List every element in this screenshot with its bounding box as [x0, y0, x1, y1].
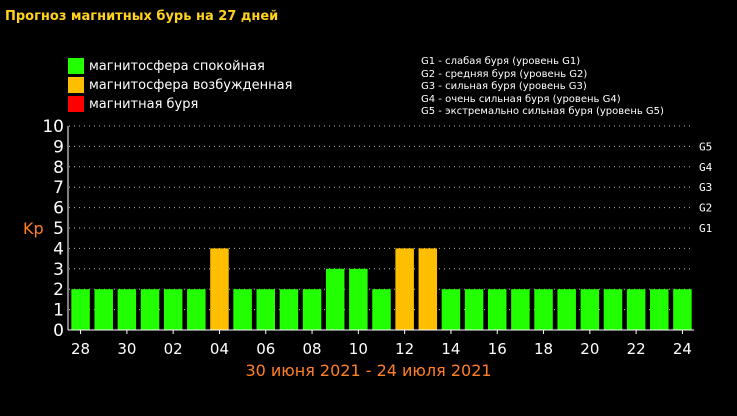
legend-item-quiet: магнитосфера спокойная [68, 58, 265, 74]
bar [210, 248, 229, 330]
y-tick-label: 7 [53, 178, 64, 198]
bar [256, 289, 276, 330]
x-tick-label: 04 [210, 340, 229, 358]
bar [349, 268, 368, 330]
x-tick-label: 10 [349, 340, 368, 358]
bar [163, 289, 183, 330]
legend-label-active: магнитосфера возбужденная [89, 77, 293, 93]
y-tick-label: 1 [53, 301, 64, 321]
date-range-label: 30 июня 2021 - 24 июля 2021 [245, 361, 492, 380]
bar [94, 289, 113, 330]
x-tick-label: 06 [256, 340, 275, 358]
x-tick-label: 22 [627, 340, 646, 358]
x-tick-label: 18 [534, 340, 553, 358]
legend-item-storm: магнитная буря [68, 96, 198, 112]
x-tick-label: 16 [488, 340, 507, 358]
g-legend-g1: G1 - слабая буря (уровень G1) [421, 56, 581, 67]
x-tick-label: 28 [71, 340, 90, 358]
legend-swatch-storm [68, 96, 84, 112]
legend-label-storm: магнитная буря [89, 96, 199, 112]
right-tick-label: G4 [699, 161, 713, 174]
right-tick-label: G1 [699, 222, 712, 235]
bar [487, 289, 507, 330]
bar [650, 289, 669, 330]
bar [557, 289, 576, 330]
x-tick-label: 14 [441, 340, 460, 358]
bar [140, 289, 160, 330]
y-tick-label: 10 [42, 117, 64, 137]
bar [603, 289, 623, 330]
bar [71, 289, 90, 330]
y-tick-label: 6 [53, 199, 64, 219]
x-tick-label: 02 [164, 340, 183, 358]
x-tick-label: 08 [303, 340, 322, 358]
y-tick-label: 4 [53, 239, 64, 259]
right-tick-label: G3 [699, 181, 712, 194]
x-tick-label: 30 [117, 340, 136, 358]
chart-title: Прогноз магнитных бурь на 27 дней [5, 9, 279, 24]
x-tick-label: 24 [673, 340, 692, 358]
y-tick-label: 3 [53, 260, 64, 280]
g-legend-g2: G2 - средняя буря (уровень G2) [421, 69, 588, 80]
bar [279, 289, 299, 330]
x-tick-label: 20 [580, 340, 599, 358]
legend-label-quiet: магнитосфера спокойная [89, 58, 265, 74]
bar [302, 289, 322, 330]
bar [673, 289, 692, 330]
bar [395, 248, 414, 330]
legend-item-active: магнитосфера возбужденная [68, 77, 292, 93]
legend-swatch-quiet [68, 58, 84, 74]
bar [117, 289, 137, 330]
bar [372, 289, 391, 330]
x-tick-label: 12 [395, 340, 414, 358]
legend-swatch-active [68, 77, 84, 93]
bar [187, 289, 206, 330]
bar [464, 289, 484, 330]
bar [626, 289, 646, 330]
bar [325, 268, 345, 330]
y-tick-label: 9 [53, 137, 64, 157]
g-legend-g5: G5 - экстремально сильная буря (уровень … [421, 106, 664, 117]
y-tick-label: 5 [53, 219, 64, 239]
bar [534, 289, 553, 330]
bar [580, 289, 600, 330]
right-tick-label: G5 [699, 140, 712, 153]
g-legend-g4: G4 - очень сильная буря (уровень G4) [421, 94, 621, 105]
bar [233, 289, 252, 330]
y-axis-label: Kp [23, 219, 44, 238]
y-tick-label: 0 [53, 321, 64, 341]
bar [418, 248, 438, 330]
bar [441, 289, 461, 330]
y-tick-label: 2 [53, 280, 64, 300]
y-tick-label: 8 [53, 158, 64, 178]
g-legend-g3: G3 - сильная буря (уровень G3) [421, 81, 587, 92]
right-tick-label: G2 [699, 202, 712, 215]
bar [511, 289, 530, 330]
